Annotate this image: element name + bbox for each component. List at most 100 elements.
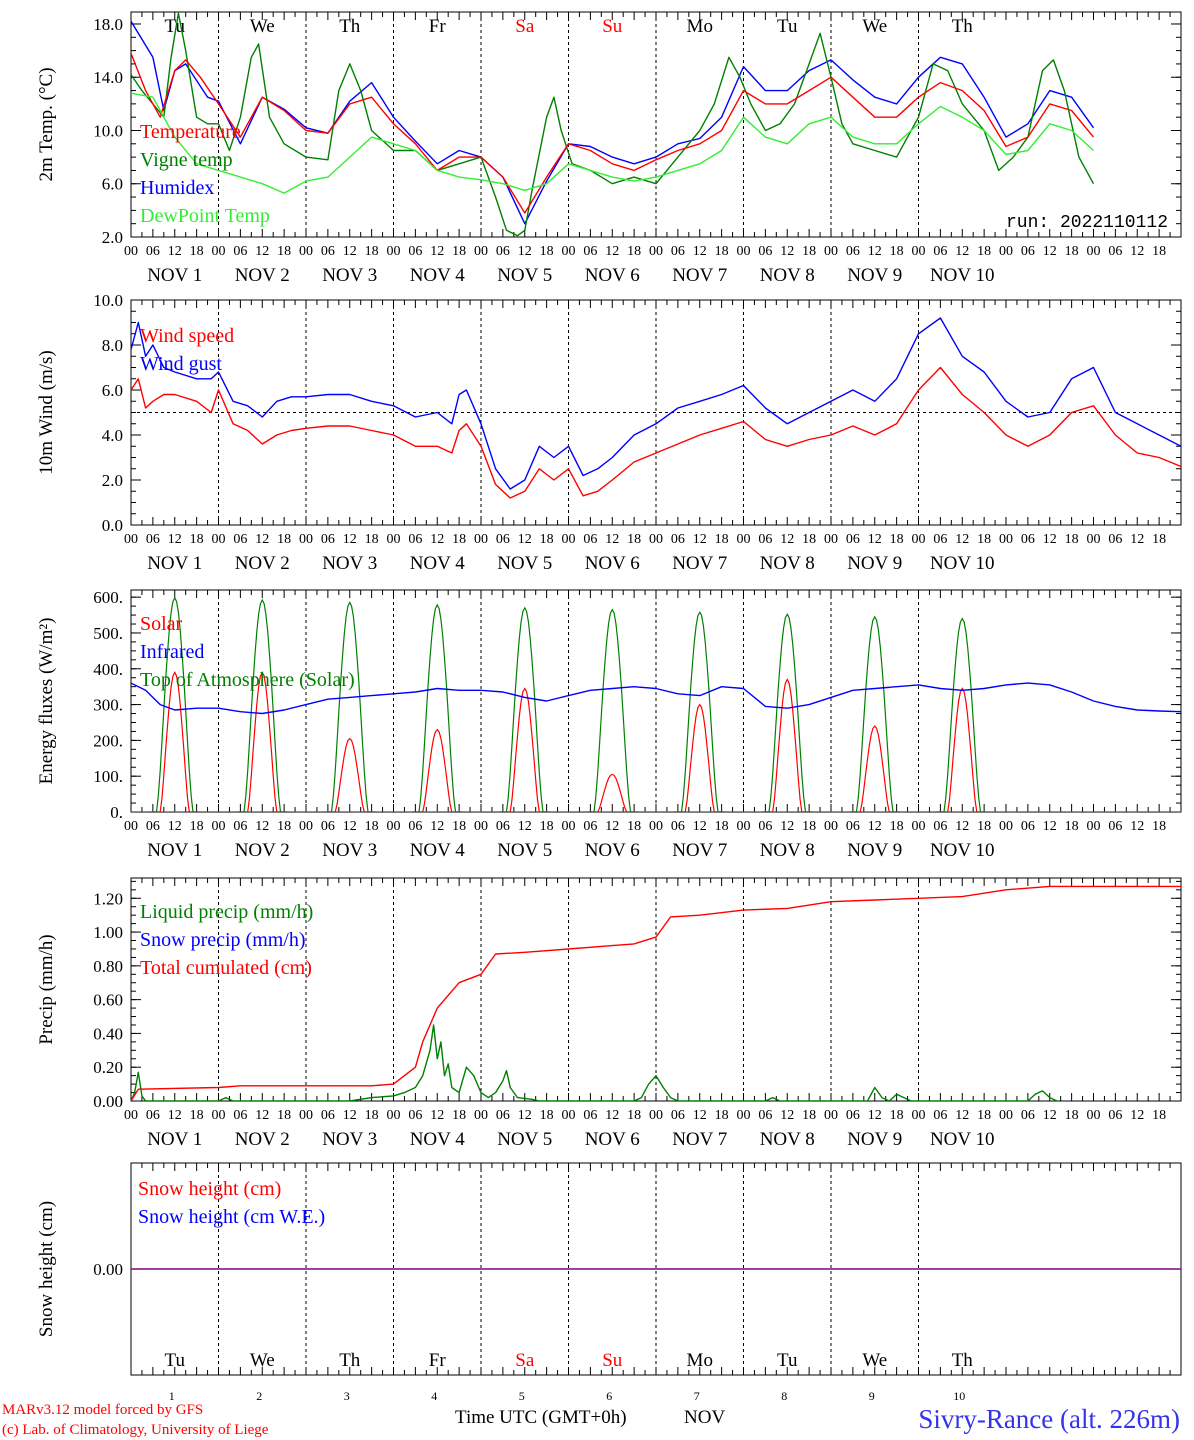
day-label: Mo bbox=[687, 16, 713, 37]
hour-label: 06 bbox=[321, 532, 335, 547]
hour-label: 18 bbox=[977, 1108, 991, 1123]
hour-label: 18 bbox=[802, 1108, 816, 1123]
hour-label: 12 bbox=[955, 819, 969, 834]
hour-label: 18 bbox=[802, 532, 816, 547]
panel-3: 0. 100. 200. 300. 400. 500. 600. Energy fluxes … bbox=[36, 588, 1182, 861]
hour-label: 00 bbox=[299, 244, 313, 259]
date-label: NOV 5 bbox=[497, 265, 552, 286]
hour-label: 06 bbox=[846, 1108, 860, 1123]
hour-label: 00 bbox=[824, 532, 838, 547]
legend-entry: Snow height (cm W.E.) bbox=[138, 1206, 325, 1228]
month-label: NOV bbox=[684, 1407, 725, 1428]
legend-entry: Snow height (cm) bbox=[138, 1178, 281, 1200]
hour-label: 18 bbox=[452, 244, 466, 259]
hour-label: 06 bbox=[671, 532, 685, 547]
date-label: NOV 6 bbox=[585, 553, 640, 574]
hour-label: 12 bbox=[1043, 1108, 1057, 1123]
y-tick-label: 0.60 bbox=[93, 991, 123, 1010]
copyright-credit: (c) Lab. of Climatology, University of L… bbox=[2, 1422, 269, 1438]
hour-label: 12 bbox=[605, 244, 619, 259]
day-number: 4 bbox=[431, 1389, 437, 1403]
date-label: NOV 4 bbox=[410, 553, 466, 574]
y-tick-label: 6.0 bbox=[102, 381, 123, 400]
y-tick-label: 1.20 bbox=[93, 889, 123, 908]
hour-label: 00 bbox=[824, 819, 838, 834]
hour-label: 06 bbox=[671, 1108, 685, 1123]
hour-label: 00 bbox=[824, 244, 838, 259]
hour-label: 18 bbox=[277, 532, 291, 547]
day-label: We bbox=[862, 1350, 887, 1371]
hour-label: 06 bbox=[146, 819, 160, 834]
toa-solar-curve bbox=[324, 601, 376, 812]
date-label: NOV 1 bbox=[147, 840, 202, 861]
hour-label: 12 bbox=[868, 819, 882, 834]
legend-entry: Vigne temp bbox=[140, 149, 233, 171]
hour-label: 06 bbox=[933, 1108, 947, 1123]
hour-label: 06 bbox=[846, 532, 860, 547]
y-tick-label: 0.20 bbox=[93, 1058, 123, 1077]
hour-label: 06 bbox=[496, 819, 510, 834]
y-tick-label: 0.80 bbox=[93, 957, 123, 976]
day-label: Tu bbox=[777, 1350, 798, 1371]
y-tick-label: 300. bbox=[93, 696, 123, 715]
hour-label: 12 bbox=[255, 819, 269, 834]
legend-entry: Liquid precip (mm/h) bbox=[140, 901, 313, 923]
date-label: NOV 8 bbox=[760, 840, 815, 861]
hour-label: 12 bbox=[693, 1108, 707, 1123]
hour-label: 18 bbox=[365, 244, 379, 259]
hour-label: 18 bbox=[715, 819, 729, 834]
solar-curve bbox=[152, 671, 197, 812]
y-tick-label: 1.00 bbox=[93, 923, 123, 942]
date-label: NOV 9 bbox=[847, 553, 902, 574]
hour-label: 00 bbox=[1087, 244, 1101, 259]
hour-label: 06 bbox=[408, 1108, 422, 1123]
hour-label: 00 bbox=[299, 1108, 313, 1123]
solar-curve bbox=[240, 671, 285, 812]
day-label: Tu bbox=[777, 16, 798, 37]
toa-solar-curve bbox=[674, 610, 726, 812]
solar-curve bbox=[677, 703, 722, 812]
toa-solar-curve bbox=[236, 598, 288, 812]
hour-label: 00 bbox=[124, 532, 138, 547]
series-group bbox=[131, 317, 1181, 499]
day-label: Sa bbox=[515, 16, 535, 37]
hour-label: 18 bbox=[277, 1108, 291, 1123]
hour-label: 00 bbox=[212, 1108, 226, 1123]
hour-label: 06 bbox=[758, 532, 772, 547]
day-label: Th bbox=[339, 16, 361, 37]
hour-label: 12 bbox=[255, 1108, 269, 1123]
hour-label: 00 bbox=[912, 244, 926, 259]
hour-label: 18 bbox=[190, 532, 204, 547]
hour-label: 06 bbox=[1108, 532, 1122, 547]
date-label: NOV 8 bbox=[760, 265, 815, 286]
hour-label: 06 bbox=[321, 244, 335, 259]
hour-label: 12 bbox=[780, 1108, 794, 1123]
hour-label: 12 bbox=[1043, 819, 1057, 834]
hour-label: 06 bbox=[758, 819, 772, 834]
run-label: run: 2022110112 bbox=[1006, 213, 1168, 233]
hour-label: 06 bbox=[846, 819, 860, 834]
day-label: Fr bbox=[429, 16, 447, 37]
model-credit: MARv3.12 model forced by GFS bbox=[2, 1402, 203, 1418]
hour-label: 00 bbox=[999, 1108, 1013, 1123]
day-number: 7 bbox=[694, 1389, 700, 1403]
hour-label: 12 bbox=[1130, 819, 1144, 834]
hour-label: 12 bbox=[868, 244, 882, 259]
toa-solar-curve bbox=[849, 615, 901, 812]
panel-1: 2.0 6.0 10.0 14.0 18.0 2m Temp. (°C) Tu We Th Fr S… bbox=[36, 11, 1182, 286]
day-label: Th bbox=[952, 16, 974, 37]
day-label: Su bbox=[602, 1350, 623, 1371]
hour-label: 06 bbox=[233, 819, 247, 834]
hour-label: 18 bbox=[190, 1108, 204, 1123]
hour-label: 18 bbox=[277, 244, 291, 259]
hour-label: 12 bbox=[343, 244, 357, 259]
hour-label: 06 bbox=[583, 819, 597, 834]
hour-label: 06 bbox=[1021, 819, 1035, 834]
legend-entry: Infrared bbox=[140, 641, 204, 663]
hour-label: 06 bbox=[1021, 1108, 1035, 1123]
hour-label: 18 bbox=[1065, 532, 1079, 547]
hour-label: 12 bbox=[168, 1108, 182, 1123]
hour-label: 12 bbox=[343, 532, 357, 547]
hour-label: 06 bbox=[233, 532, 247, 547]
hour-label: 00 bbox=[387, 532, 401, 547]
